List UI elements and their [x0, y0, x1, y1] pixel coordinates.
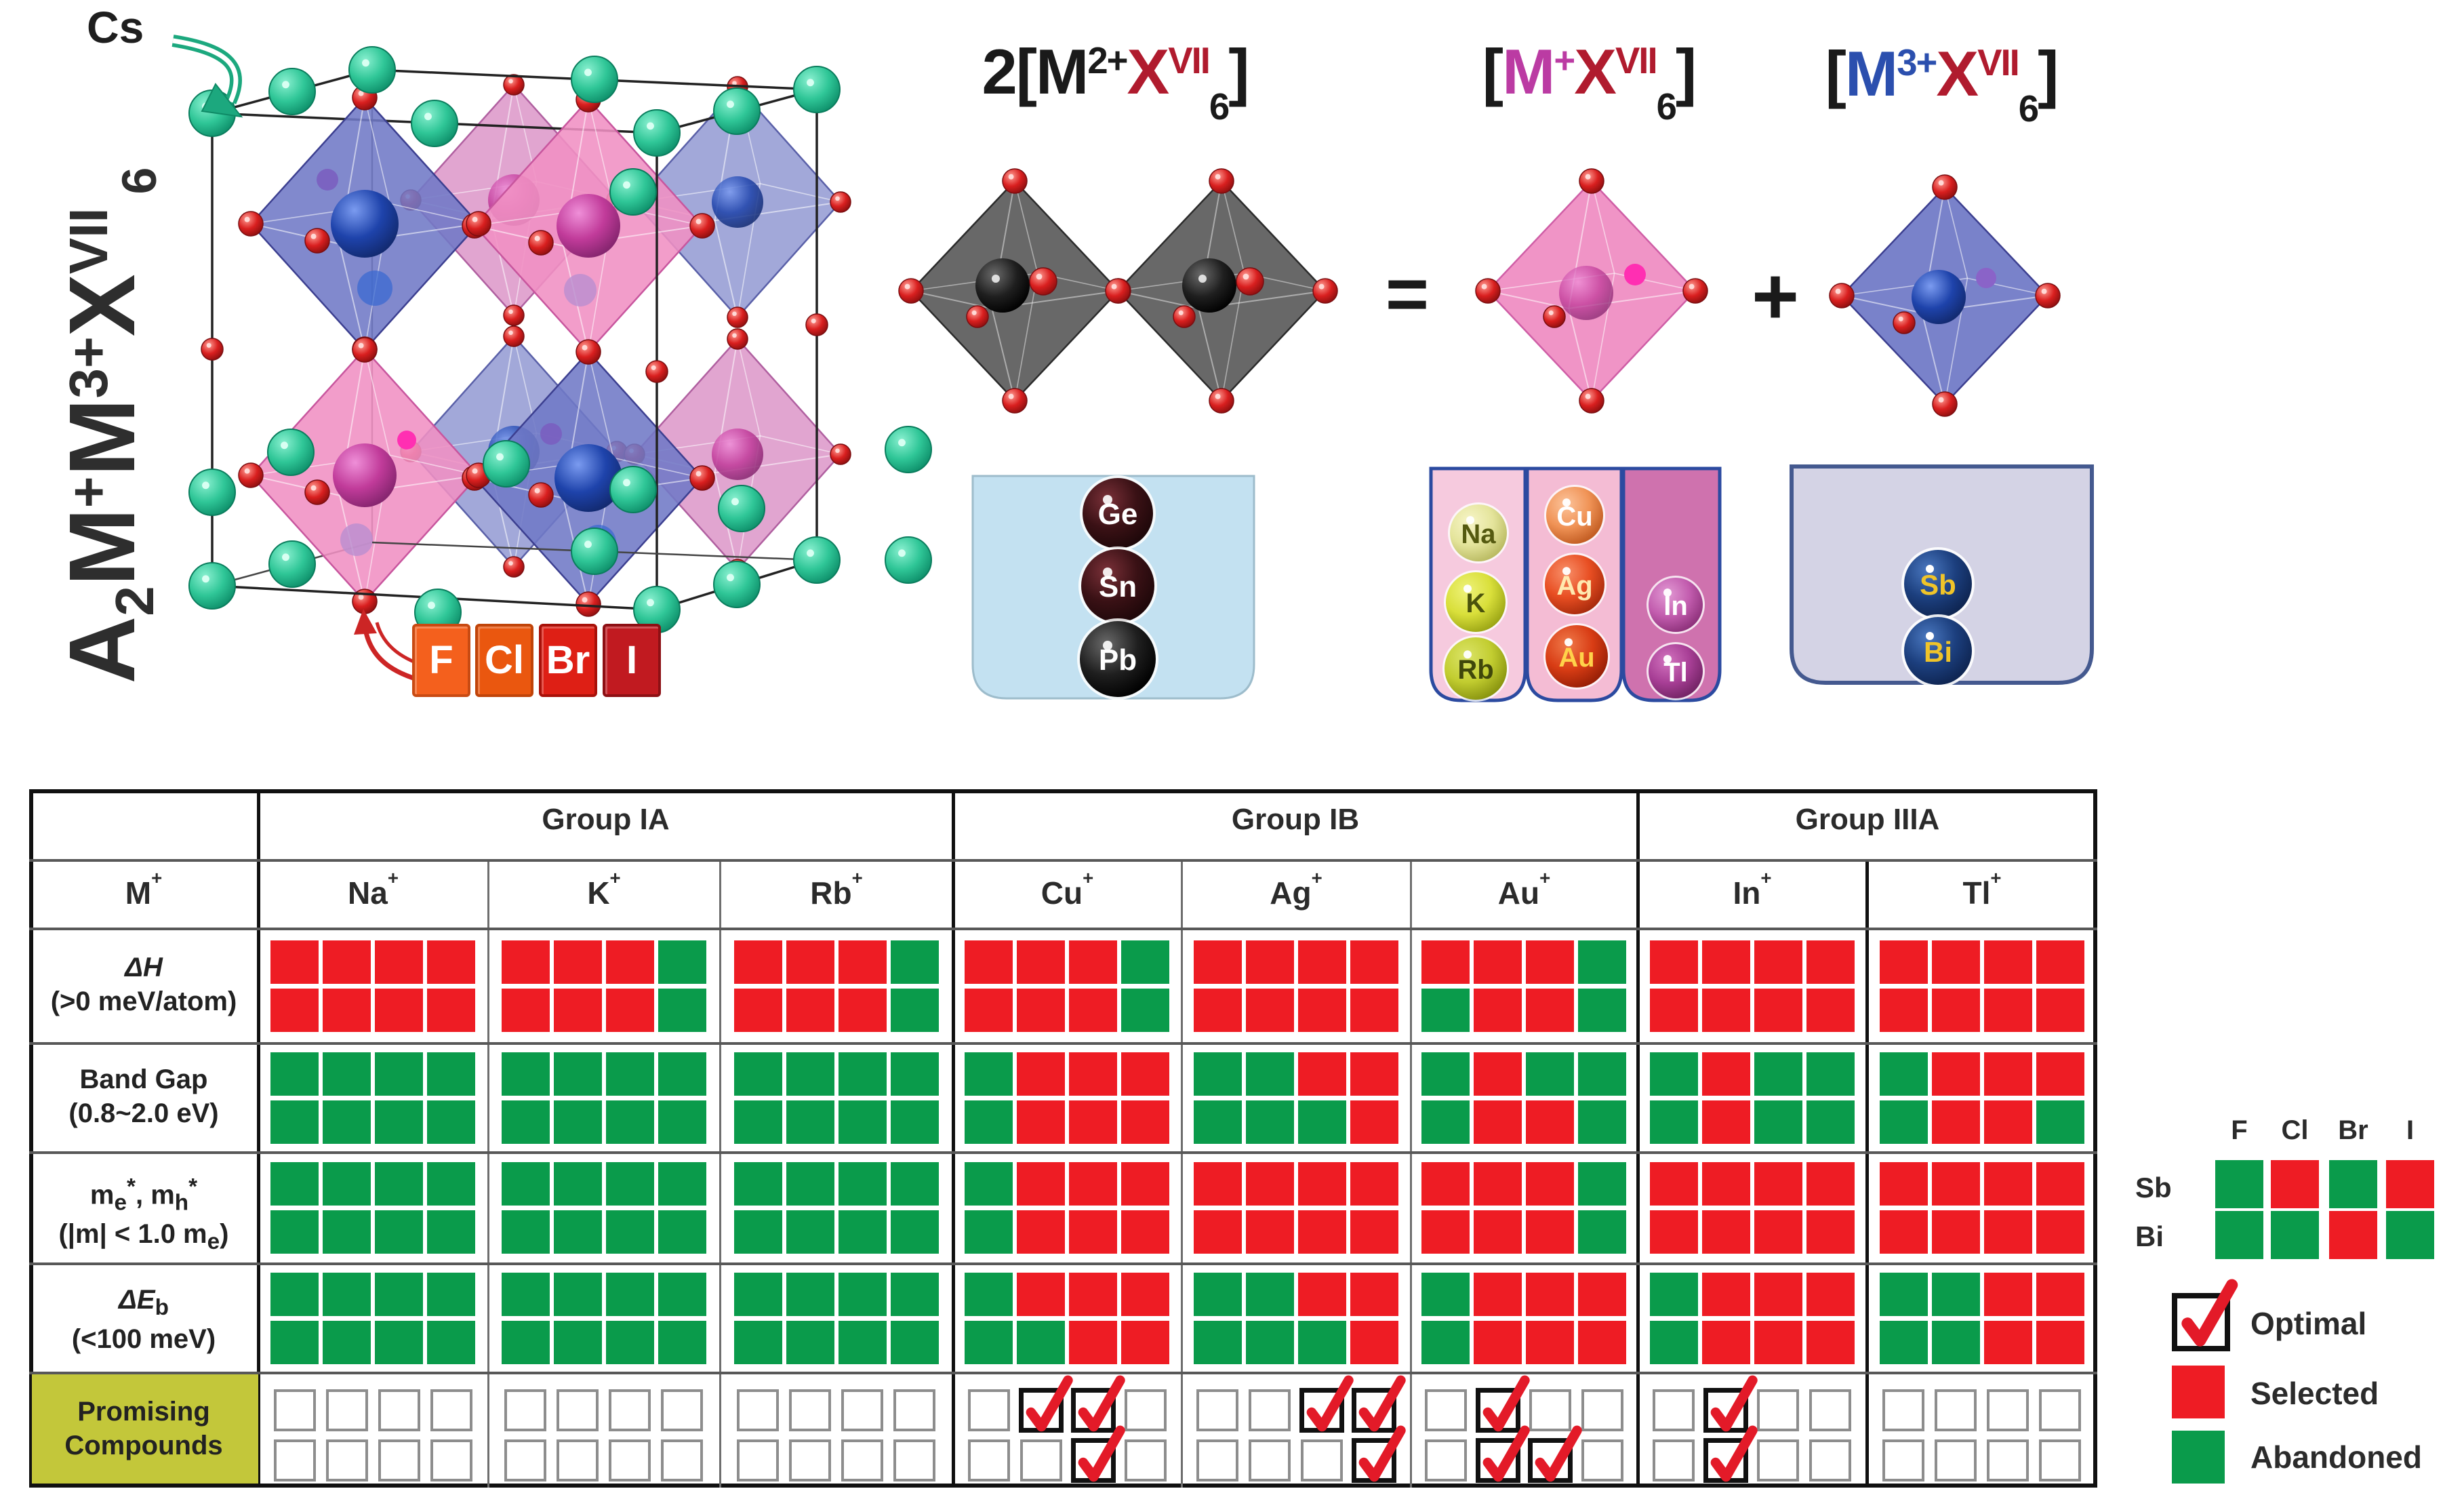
svg-text:Tl: Tl: [1663, 658, 1688, 688]
svg-text:Ge: Ge: [1098, 498, 1138, 531]
svg-text:Au: Au: [1558, 643, 1594, 673]
svg-text:Sb: Sb: [1920, 569, 1956, 601]
svg-text:Sn: Sn: [1099, 570, 1137, 603]
svg-text:Pb: Pb: [1099, 643, 1137, 677]
svg-text:In: In: [1663, 591, 1688, 621]
svg-text:Cu: Cu: [1556, 502, 1592, 532]
svg-text:Na: Na: [1461, 519, 1496, 549]
svg-text:K: K: [1466, 589, 1486, 618]
svg-text:Bi: Bi: [1924, 636, 1952, 668]
svg-text:Ag: Ag: [1556, 571, 1592, 601]
svg-text:Rb: Rb: [1457, 655, 1493, 685]
